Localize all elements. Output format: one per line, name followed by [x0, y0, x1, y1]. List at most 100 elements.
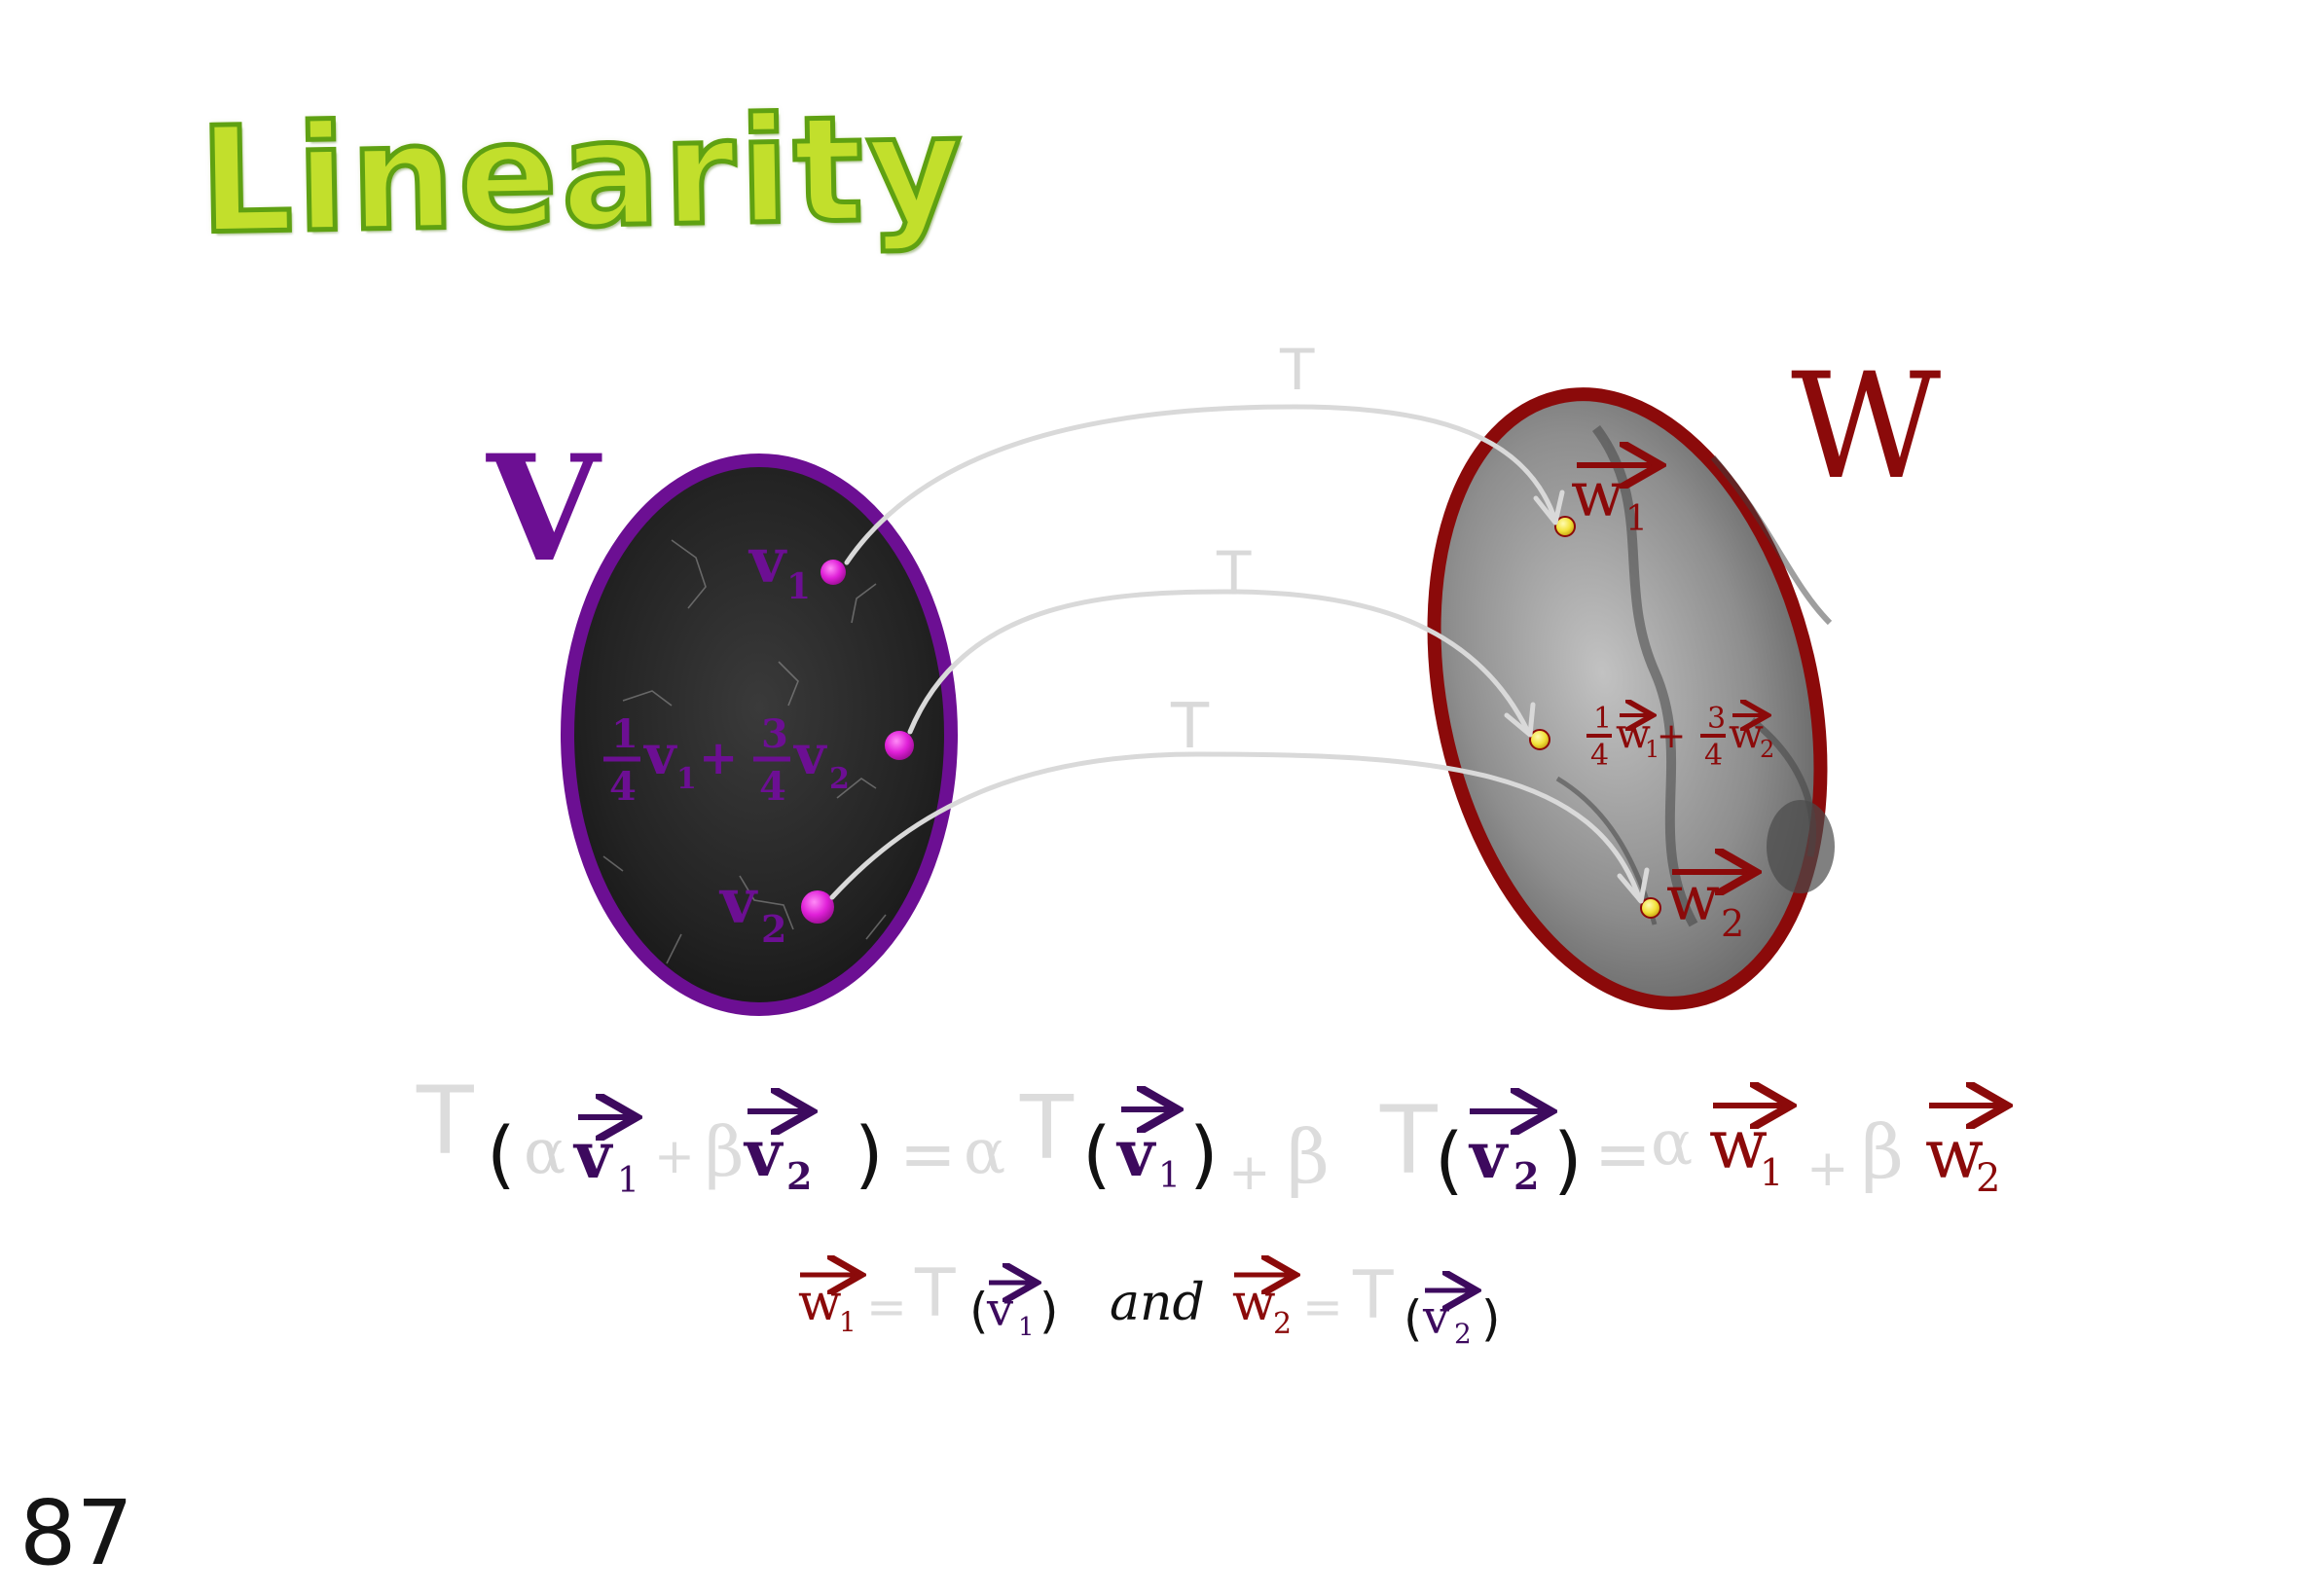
- combo-v-coef1-num: 1: [611, 711, 638, 757]
- eq-v2b: v: [1468, 1117, 1509, 1193]
- def-lparen1: (: [969, 1283, 989, 1339]
- w2-label: w: [1666, 863, 1720, 935]
- eq-lparen2: (: [1082, 1110, 1112, 1197]
- combo-v-v2: v: [792, 723, 827, 787]
- space-w-label: W: [1791, 343, 1941, 512]
- eq-beta3: β: [1861, 1108, 1904, 1195]
- eq-equals2: =: [1594, 1114, 1652, 1194]
- def-v1-sub: 1: [1018, 1313, 1035, 1342]
- eq-alpha2: α: [964, 1116, 1005, 1188]
- def-rparen2: ): [1481, 1290, 1501, 1347]
- map-arrow-combo: [907, 589, 1531, 735]
- eq-w1: w: [1709, 1105, 1768, 1184]
- eq-T1: T: [416, 1067, 474, 1176]
- eq-v2: v: [743, 1115, 784, 1191]
- space-v: V v 1 1 4 v 1 + 3 4 v 2 v 2: [486, 423, 958, 1016]
- eq-alpha3: α: [1651, 1107, 1693, 1179]
- def-equals2: =: [1302, 1279, 1343, 1335]
- eq-plus1: +: [654, 1128, 695, 1184]
- point-combo-w: [1529, 729, 1550, 750]
- eq-lparen3: (: [1435, 1116, 1464, 1203]
- combo-v: 1 4 v 1 + 3 4 v 2: [603, 711, 850, 810]
- def-T2: T: [1352, 1257, 1394, 1334]
- eq-v2-sub: 2: [786, 1154, 812, 1198]
- w2-subscript: 2: [1721, 902, 1744, 945]
- point-combo-v: [885, 731, 914, 760]
- def-rparen1: ): [1039, 1283, 1059, 1339]
- eq-lparen1: (: [487, 1110, 516, 1197]
- def-v2-sub: 2: [1454, 1318, 1472, 1350]
- eq-T2: T: [1019, 1077, 1075, 1179]
- eq-plus3: +: [1806, 1140, 1849, 1198]
- map-arrow-v2-w2-head: [1617, 867, 1650, 904]
- def-equals1: =: [866, 1279, 907, 1335]
- eq-beta1: β: [705, 1112, 744, 1192]
- combo-v-coef2-den: 4: [759, 764, 786, 810]
- combo-v-v2-sub: 2: [829, 762, 850, 796]
- combo-w: 1 4 w 1 + 3 4 w 2: [1586, 702, 1774, 773]
- combo-v-v1: v: [642, 723, 677, 787]
- def-w1-sub: 1: [839, 1306, 857, 1338]
- map-arrows: [829, 404, 1650, 904]
- definition-line: w 1 = T ( v 1 ) and w 2 = T ( v 2 ): [798, 1255, 1501, 1350]
- combo-v-coef1-den: 4: [609, 764, 637, 810]
- combo-w-plus: +: [1657, 716, 1686, 756]
- combo-w-w2: w: [1729, 709, 1764, 757]
- page-number: 87: [19, 1481, 134, 1585]
- v1-label: v: [747, 525, 787, 598]
- eq-w2: w: [1925, 1114, 1984, 1194]
- map-arrow-v1-w1-head: [1533, 490, 1565, 526]
- eq-rparen3: ): [1553, 1116, 1583, 1203]
- eq-w2-sub: 2: [1976, 1156, 2000, 1201]
- point-w1: [1554, 516, 1576, 537]
- linearity-equation: T ( α v 1 + β v 2 ) = α T ( v 1 ) + β T …: [416, 1067, 2001, 1203]
- def-w2-sub: 2: [1273, 1307, 1292, 1341]
- space-v-label: V: [486, 423, 602, 595]
- combo-w-coef1-den: 4: [1590, 739, 1609, 773]
- combo-w-w1-sub: 1: [1645, 736, 1659, 763]
- point-v2: [801, 890, 834, 924]
- point-w2: [1640, 897, 1661, 919]
- map-arrow-v1-w1: [844, 404, 1558, 565]
- def-v2: v: [1422, 1290, 1449, 1345]
- combo-w-coef2-num: 3: [1707, 702, 1726, 736]
- v1-subscript: 1: [786, 566, 811, 607]
- map-arrow-v2-w2: [829, 751, 1643, 903]
- map-label-t1: T: [1279, 337, 1315, 403]
- eq-beta2: β: [1287, 1113, 1330, 1200]
- combo-w-coef1-num: 1: [1593, 702, 1612, 736]
- eq-w1-sub: 1: [1760, 1151, 1783, 1194]
- combo-v-coef2-num: 3: [761, 711, 788, 757]
- eq-v2b-sub: 2: [1513, 1154, 1539, 1198]
- eq-v1: v: [572, 1117, 613, 1193]
- def-v1: v: [986, 1283, 1013, 1337]
- map-label-t3: T: [1170, 691, 1210, 763]
- eq-alpha1: α: [524, 1116, 565, 1188]
- eq-rparen1: ): [855, 1110, 884, 1197]
- combo-v-plus: +: [699, 731, 738, 785]
- combo-v-v1-sub: 1: [676, 762, 697, 796]
- eq-rparen2: ): [1189, 1110, 1219, 1197]
- v2-label: v: [718, 865, 758, 938]
- def-T1: T: [914, 1255, 956, 1332]
- w1-label: w: [1571, 459, 1624, 531]
- def-w2: w: [1232, 1274, 1276, 1332]
- combo-w-w2-sub: 2: [1760, 736, 1774, 763]
- point-v1: [820, 560, 846, 585]
- map-label-t2: T: [1216, 539, 1252, 605]
- space-v-texture: [602, 539, 887, 964]
- combo-w-w1: w: [1616, 709, 1651, 757]
- eq-v1-sub: 1: [617, 1161, 639, 1201]
- eq-v1b-sub: 1: [1158, 1156, 1181, 1196]
- w1-subscript: 1: [1625, 499, 1648, 539]
- def-and: and: [1110, 1274, 1205, 1332]
- def-w1: w: [798, 1274, 842, 1332]
- eq-equals1: =: [899, 1114, 957, 1194]
- combo-w-coef2-den: 4: [1704, 739, 1723, 773]
- def-lparen2: (: [1404, 1290, 1423, 1347]
- eq-plus2: +: [1228, 1143, 1271, 1202]
- space-w: W w 1 1 4 w 1 + 3 4 w 2 w 2: [1427, 343, 1941, 1010]
- space-w-knot: [1767, 800, 1835, 893]
- v2-subscript: 2: [761, 907, 786, 951]
